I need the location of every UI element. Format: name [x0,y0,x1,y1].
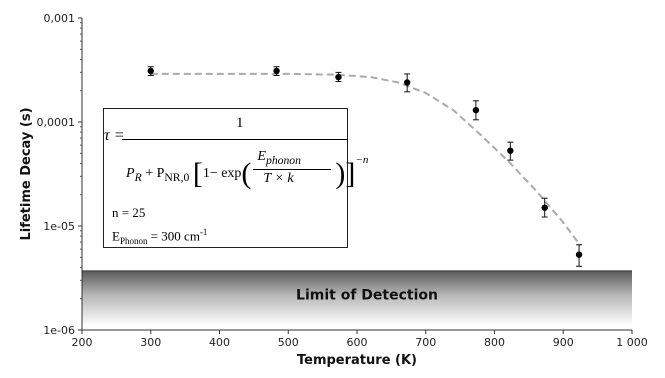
equation-numerator: 1 [236,115,244,131]
y-tick-label: 1e-06 [43,324,75,337]
eq-t-times-k: T × k [263,171,294,186]
eq-ep-sub: Phonon [119,235,148,246]
equation-tau: τ = [104,127,125,144]
lod-label: Limit of Detection [296,287,438,303]
equation-fraction-bar [122,139,348,140]
eq-paren-left: ( [241,157,252,190]
data-point [541,204,548,211]
x-tick-label: 700 [415,336,436,349]
equation-n-value: n = 25 [112,205,146,220]
equation-box: τ = 1 PR + PNR,0 [1− exp( Ephonon T × k)]−… [103,108,368,248]
data-point [335,73,342,81]
eq-one-minus-exp: 1− exp [202,166,242,181]
data-point [472,106,480,114]
eq-plus-pnr: + P [141,166,165,181]
x-tick-label: 900 [553,336,574,349]
x-axis-title: Temperature (K) [297,353,417,368]
x-tick-label: 500 [278,336,299,349]
x-tick-label: 200 [72,336,93,349]
data-point [403,79,411,86]
x-tick-label: 400 [209,336,230,349]
eq-paren-right: ) [335,157,346,190]
eq-bracket-left: [ [192,157,203,190]
x-tick-label: 800 [484,336,505,349]
lod-rect [82,270,632,326]
data-points-layer [147,66,583,267]
eq-ep-e: E [112,228,120,244]
limit-of-detection-band: Limit of Detection [82,270,632,326]
eq-ep-value: = 300 cm [147,228,200,244]
eq-inner-fraction: Ephonon T × k [251,149,335,193]
eq-sub-r: R [134,170,142,184]
y-tick-label: 0,001 [44,12,76,25]
eq-e: E [257,149,266,164]
data-point [147,67,154,75]
equation-ephonon-value: EPhonon = 300 cm-1 [112,227,207,246]
data-point [575,251,583,258]
y-tick-label: 0,0001 [37,116,76,129]
fit-curve [150,72,582,247]
eq-sub-nr: NR,0 [164,170,190,184]
tick-labels: 200 300 400 500 600 700 800 900 1 000 1e-06 1e-05 0… [37,12,648,349]
equation-denominator: PR + PNR,0 [1− exp( Ephonon T × k)]−n [126,149,368,193]
data-point [273,67,280,75]
x-tick-label: 600 [347,336,368,349]
eq-e-phonon-sub: phonon [265,153,301,167]
x-tick-label: 300 [140,336,161,349]
eq-exponent: −n [355,154,369,166]
eq-bracket-right: ] [345,157,356,190]
fit-curve-layer [150,72,582,247]
data-point [507,147,514,154]
y-tick-label: 1e-05 [43,220,75,233]
eq-ep-sup: -1 [199,227,208,237]
eq-pr: P [126,166,135,181]
y-axis-title: Lifetime Decay (s) [19,107,34,240]
x-tick-label: 1 000 [616,336,648,349]
